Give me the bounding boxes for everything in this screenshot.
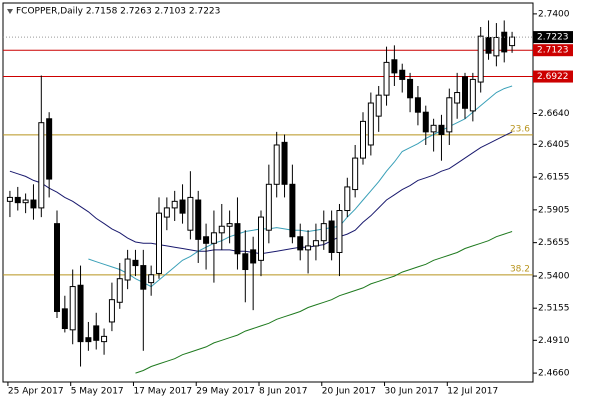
- x-tick-label: 20 Jun 2017: [322, 387, 376, 397]
- candle-body: [305, 245, 312, 251]
- candle-body: [501, 31, 508, 53]
- y-tick-label: 2.5400: [538, 272, 570, 282]
- candle-body: [344, 186, 351, 212]
- candle-body: [462, 76, 468, 109]
- fib-label: 38.2: [510, 264, 530, 274]
- title-icon: [7, 9, 13, 14]
- candle-body: [250, 249, 257, 264]
- fib-label: 23.6: [510, 124, 530, 134]
- candle-body: [116, 278, 123, 303]
- candle-body: [171, 200, 178, 209]
- candle-body: [195, 199, 202, 240]
- x-tick-label: 5 May 2017: [71, 387, 124, 397]
- x-tick-label: 12 Jul 2017: [447, 387, 498, 397]
- chart-title: FCOPPER,Daily 2.7158 2.7263 2.7103 2.722…: [16, 7, 220, 17]
- candle-body: [140, 265, 147, 290]
- candle-body: [509, 36, 516, 47]
- candle-body: [438, 124, 445, 135]
- candle-body: [289, 183, 296, 238]
- candle-body: [77, 284, 84, 343]
- y-tick-label: 2.6640: [538, 109, 570, 119]
- candle-body: [265, 183, 272, 231]
- candle-body: [187, 196, 194, 231]
- candle-body: [30, 199, 37, 209]
- candle-body: [218, 225, 225, 234]
- candle-body: [312, 240, 319, 247]
- candle-body: [210, 232, 217, 244]
- y-tick-label: 2.6405: [538, 140, 570, 150]
- candle-body: [485, 36, 492, 54]
- candle-body: [469, 78, 476, 112]
- candle-body: [6, 196, 13, 202]
- x-tick-label: 17 May 2017: [133, 387, 192, 397]
- candle-body: [367, 102, 374, 146]
- candle-body: [156, 212, 162, 274]
- candle-body: [46, 118, 53, 180]
- candle-body: [430, 124, 437, 133]
- candle-body: [399, 69, 406, 80]
- candle-body: [38, 122, 45, 209]
- candle-body: [422, 111, 429, 133]
- x-tick-label: 30 Jun 2017: [385, 387, 439, 397]
- candle-body: [93, 325, 100, 341]
- candle-body: [336, 210, 343, 253]
- candle-body: [203, 236, 210, 244]
- candle-body: [163, 207, 170, 218]
- candle-body: [85, 337, 92, 343]
- candle-body: [124, 258, 131, 281]
- y-tick-label: 2.7400: [538, 9, 570, 19]
- level-tag-label: 2.7123: [537, 46, 569, 56]
- candle-body: [297, 236, 304, 251]
- candle-body: [414, 97, 421, 113]
- candle-body: [454, 92, 461, 104]
- candle-body: [61, 308, 68, 330]
- candle-body: [446, 97, 453, 133]
- y-tick-label: 2.4660: [538, 369, 570, 379]
- candle-body: [407, 78, 414, 99]
- y-tick-label: 2.5655: [538, 238, 570, 248]
- candle-body: [14, 196, 21, 204]
- y-tick-label: 2.5155: [538, 304, 570, 314]
- candle-body: [234, 223, 241, 255]
- candle-body: [258, 216, 264, 261]
- y-tick-label: 2.4910: [538, 336, 570, 346]
- candle-body: [101, 335, 108, 343]
- y-tick-label: 2.6155: [538, 173, 570, 183]
- candle-body: [493, 36, 500, 57]
- candle-body: [242, 253, 249, 271]
- candle-body: [132, 259, 139, 267]
- level-tag: [533, 44, 573, 57]
- candle-body: [320, 223, 327, 242]
- x-tick-label: 29 May 2017: [196, 387, 255, 397]
- candle-body: [22, 199, 29, 204]
- candle-body: [281, 141, 288, 185]
- candle-body: [477, 35, 484, 83]
- candle-body: [226, 223, 233, 227]
- candle-body: [360, 120, 366, 159]
- candle-body: [148, 274, 155, 284]
- moving-average-line: [135, 231, 513, 374]
- candle-body: [383, 61, 390, 96]
- level-tag-label: 2.6922: [537, 72, 569, 82]
- price-tag: [533, 31, 573, 44]
- candle-body: [108, 299, 115, 323]
- x-tick-label: 25 Apr 2017: [8, 387, 64, 397]
- candle-body: [375, 94, 382, 117]
- candle-body: [69, 286, 76, 331]
- level-tag: [533, 70, 573, 83]
- candle-body: [273, 144, 280, 185]
- candle-body: [352, 157, 359, 191]
- candle-body: [328, 220, 335, 253]
- candle-body: [179, 199, 186, 214]
- x-tick-label: 8 Jun 2017: [259, 387, 307, 397]
- price-tag-label: 2.7223: [537, 33, 569, 43]
- candle-body: [391, 59, 398, 74]
- candle-body: [54, 223, 60, 312]
- y-tick-label: 2.5905: [538, 205, 570, 215]
